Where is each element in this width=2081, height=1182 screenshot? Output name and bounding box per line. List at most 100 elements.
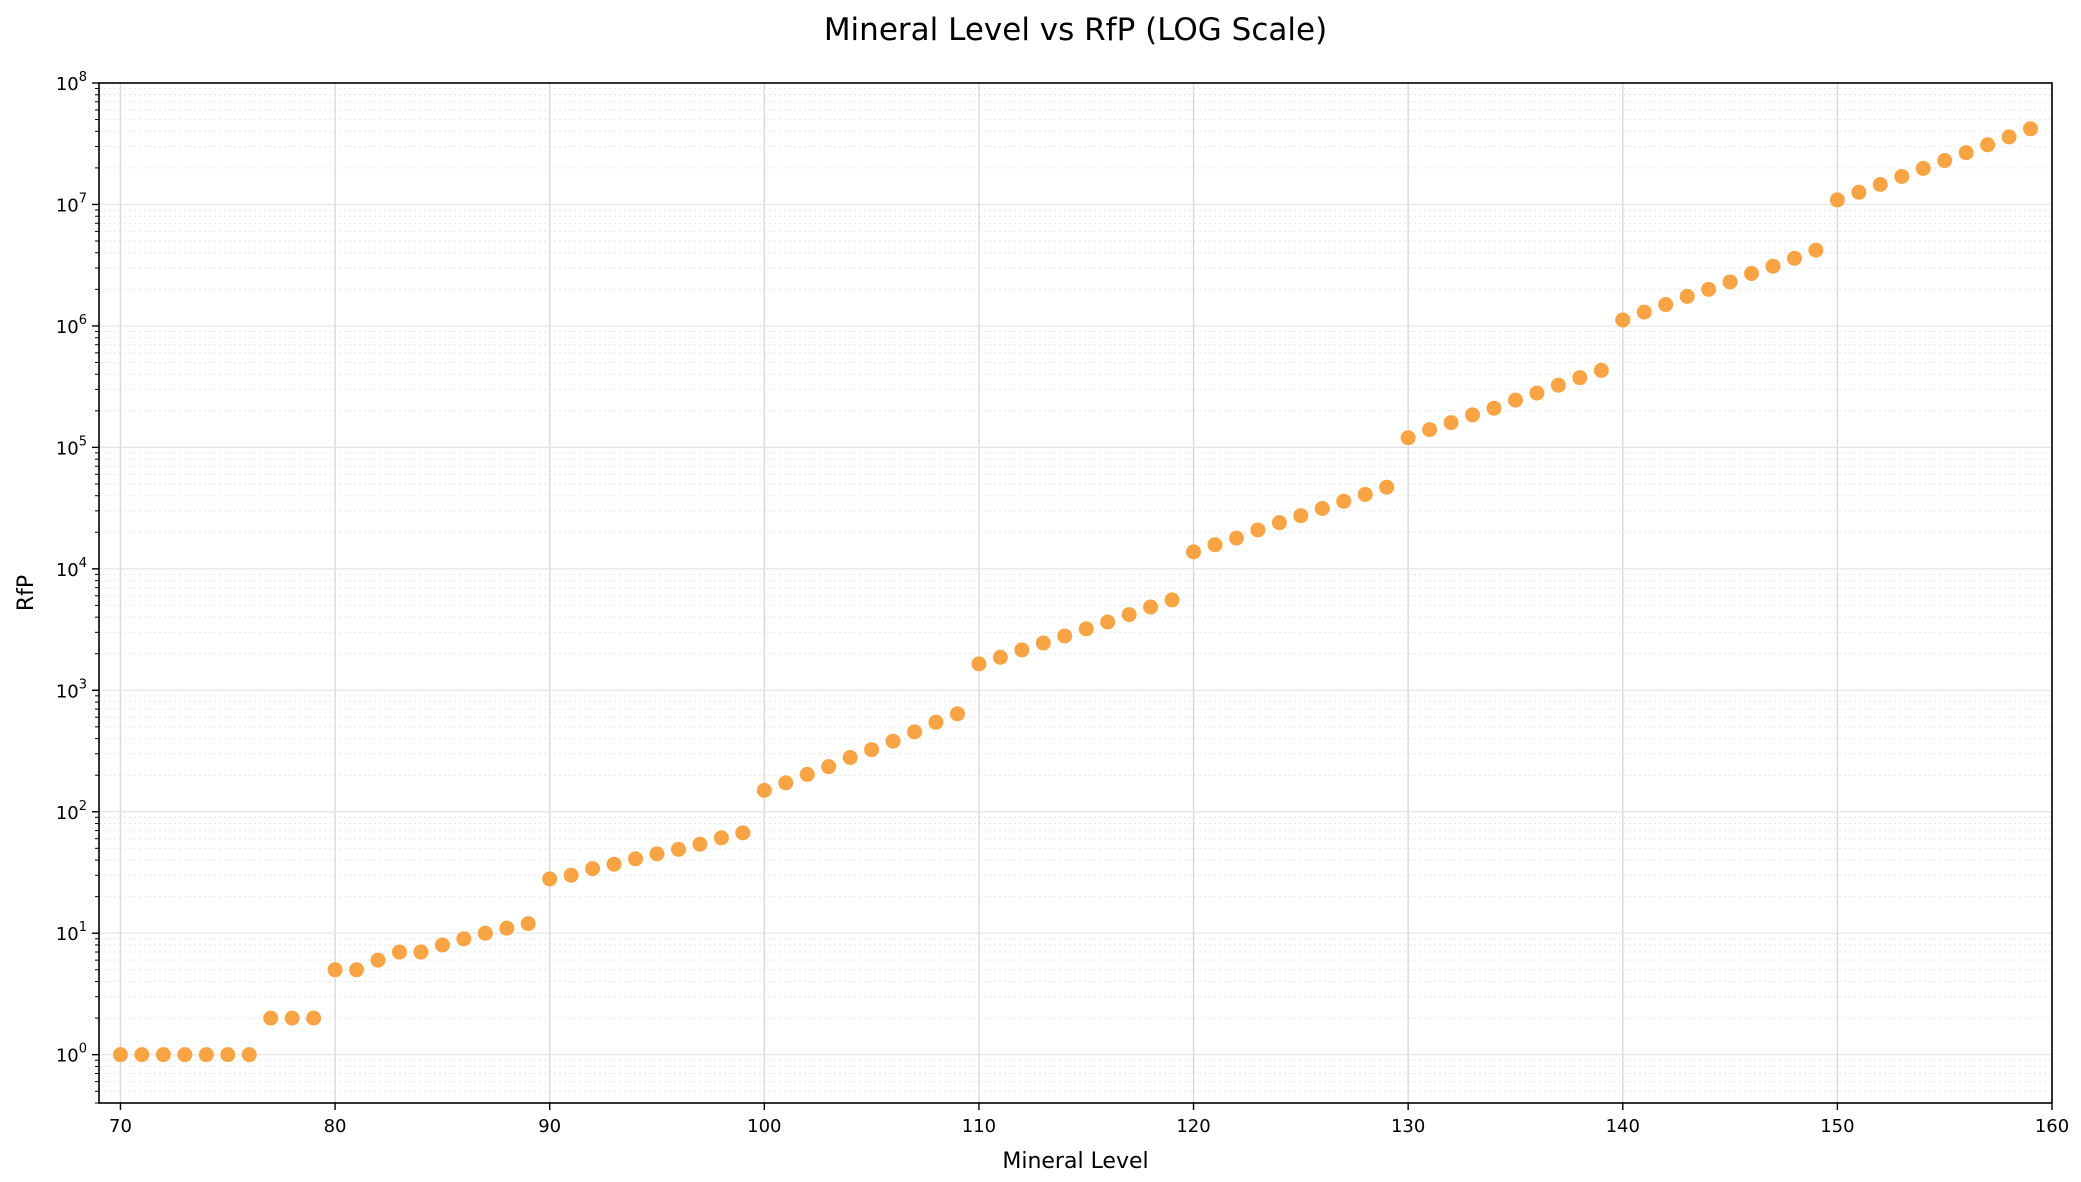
data-point <box>821 759 837 775</box>
y-tick-label: 101 <box>56 920 87 945</box>
data-point <box>1593 362 1609 378</box>
data-point <box>949 706 965 722</box>
data-point <box>885 733 901 749</box>
data-point <box>542 871 558 887</box>
data-point <box>1271 515 1287 531</box>
x-tick-label: 80 <box>324 1116 347 1137</box>
data-point <box>1422 422 1438 438</box>
y-tick-label: 100 <box>56 1042 87 1067</box>
data-point <box>1829 192 1845 208</box>
data-point <box>1786 250 1802 266</box>
minor-gridlines <box>95 88 2052 1104</box>
data-point <box>220 1047 236 1063</box>
y-axis: 100 101 102 103 104 105 106 107 108 <box>56 70 99 1067</box>
data-point <box>907 724 923 740</box>
data-point <box>842 749 858 765</box>
x-tick-label: 120 <box>1176 1116 1210 1137</box>
data-point <box>735 825 751 841</box>
data-point <box>499 920 515 936</box>
data-point <box>649 846 665 862</box>
data-point <box>1443 415 1459 431</box>
data-point <box>198 1047 214 1063</box>
data-point <box>756 782 772 798</box>
y-tick-label: 104 <box>56 556 87 581</box>
y-axis-label: RfP <box>14 575 39 611</box>
data-point <box>2001 129 2017 145</box>
data-point <box>971 656 987 672</box>
major-gridlines <box>99 82 2053 1103</box>
chart-title: Mineral Level vs RfP (LOG Scale) <box>824 12 1327 48</box>
y-tick-label: 103 <box>56 677 87 702</box>
data-point <box>1078 621 1094 637</box>
data-point <box>1851 184 1867 200</box>
data-point <box>1186 544 1202 560</box>
data-point <box>456 931 472 947</box>
data-point <box>1035 635 1051 651</box>
data-point <box>799 766 815 782</box>
data-point <box>1679 288 1695 304</box>
y-tick-label: 108 <box>56 70 87 95</box>
data-point <box>327 962 343 978</box>
data-point <box>434 937 450 953</box>
plot-frame <box>98 82 2053 1104</box>
data-point <box>1615 312 1631 328</box>
data-point <box>284 1010 300 1026</box>
data-point <box>585 861 601 877</box>
data-point <box>1636 304 1652 320</box>
data-point <box>928 714 944 730</box>
data-point <box>1980 137 1996 153</box>
x-tick-label: 90 <box>538 1116 561 1137</box>
data-point <box>1121 607 1137 623</box>
data-point <box>670 841 686 857</box>
x-tick-label: 150 <box>1820 1116 1854 1137</box>
data-point <box>1293 508 1309 524</box>
data-point <box>155 1047 171 1063</box>
data-point <box>1550 377 1566 393</box>
data-point <box>778 775 794 791</box>
data-point <box>628 851 644 867</box>
data-point <box>1808 242 1824 258</box>
data-point <box>1658 297 1674 313</box>
data-point <box>713 830 729 846</box>
data-point <box>1915 160 1931 176</box>
data-point <box>1958 145 1974 161</box>
data-point <box>1872 176 1888 192</box>
data-point <box>1572 370 1588 386</box>
x-tick-label: 160 <box>2035 1116 2069 1137</box>
data-point <box>692 836 708 852</box>
data-point <box>1207 537 1223 553</box>
data-point <box>1014 642 1030 658</box>
data-point <box>1357 486 1373 502</box>
y-tick-label: 102 <box>56 799 87 824</box>
data-point <box>1765 258 1781 274</box>
data-point <box>1250 522 1266 538</box>
data-point <box>370 952 386 968</box>
data-point <box>112 1047 128 1063</box>
data-point <box>306 1010 322 1026</box>
data-point <box>1336 493 1352 509</box>
data-point <box>1314 500 1330 516</box>
data-point <box>1465 407 1481 423</box>
data-point <box>520 916 536 932</box>
data-point <box>1937 153 1953 169</box>
x-tick-label: 140 <box>1606 1116 1640 1137</box>
data-points <box>112 121 2039 1063</box>
y-tick-label: 105 <box>56 434 87 459</box>
data-point <box>413 944 429 960</box>
data-point <box>1507 392 1523 408</box>
data-point <box>1486 400 1502 416</box>
x-tick-label: 100 <box>747 1116 781 1137</box>
data-point <box>1744 266 1760 282</box>
data-point <box>563 867 579 883</box>
data-point <box>864 742 880 758</box>
data-point <box>134 1047 150 1063</box>
data-point <box>1057 628 1073 644</box>
data-point <box>1529 385 1545 401</box>
data-point <box>1701 281 1717 297</box>
data-point <box>606 856 622 872</box>
x-axis: 70 80 90 100 110 120 130 140 150 160 <box>109 1103 2069 1137</box>
data-point <box>992 649 1008 665</box>
x-tick-label: 110 <box>962 1116 996 1137</box>
